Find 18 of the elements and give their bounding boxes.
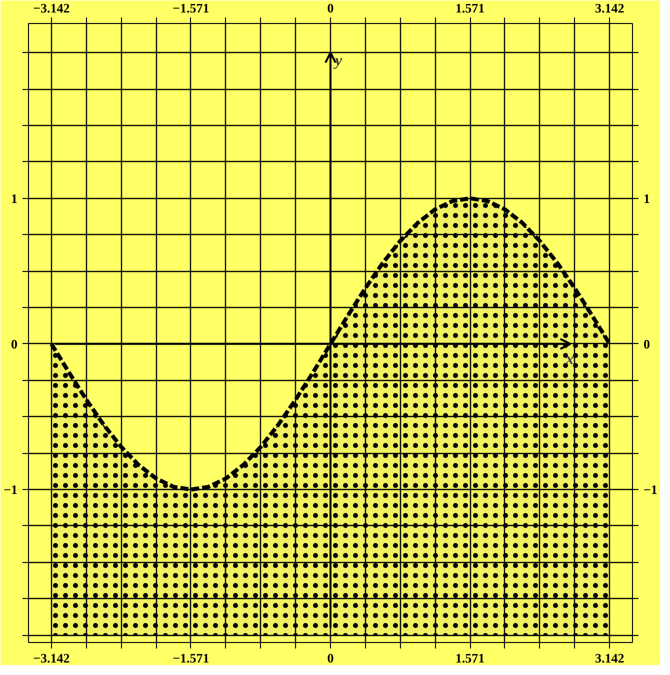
- x-axis-title: x: [564, 351, 574, 368]
- x-tick-label: −3.142: [33, 0, 70, 16]
- x2-tick-label: −3.142: [33, 650, 70, 666]
- x-tick-label: 1.571: [455, 0, 485, 16]
- x2-tick-label: 1.571: [455, 650, 485, 666]
- y-tick-label: −1: [644, 482, 658, 498]
- x-tick-label: −1.571: [172, 0, 210, 16]
- x2-tick-label: −1.571: [172, 650, 210, 666]
- x-tick-label: 0: [327, 0, 334, 16]
- x2-tick-label: 0: [327, 650, 334, 666]
- y2-tick-label: 0: [11, 336, 18, 352]
- y2-tick-label: 1: [11, 190, 18, 206]
- x2-tick-label: 3.142: [594, 650, 624, 666]
- y2-tick-label: −1: [4, 482, 18, 498]
- y-axis-title: y: [332, 52, 343, 70]
- y-tick-label: 1: [644, 190, 650, 206]
- y-tick-label: 0: [644, 336, 650, 352]
- x-tick-label: 3.142: [594, 0, 624, 16]
